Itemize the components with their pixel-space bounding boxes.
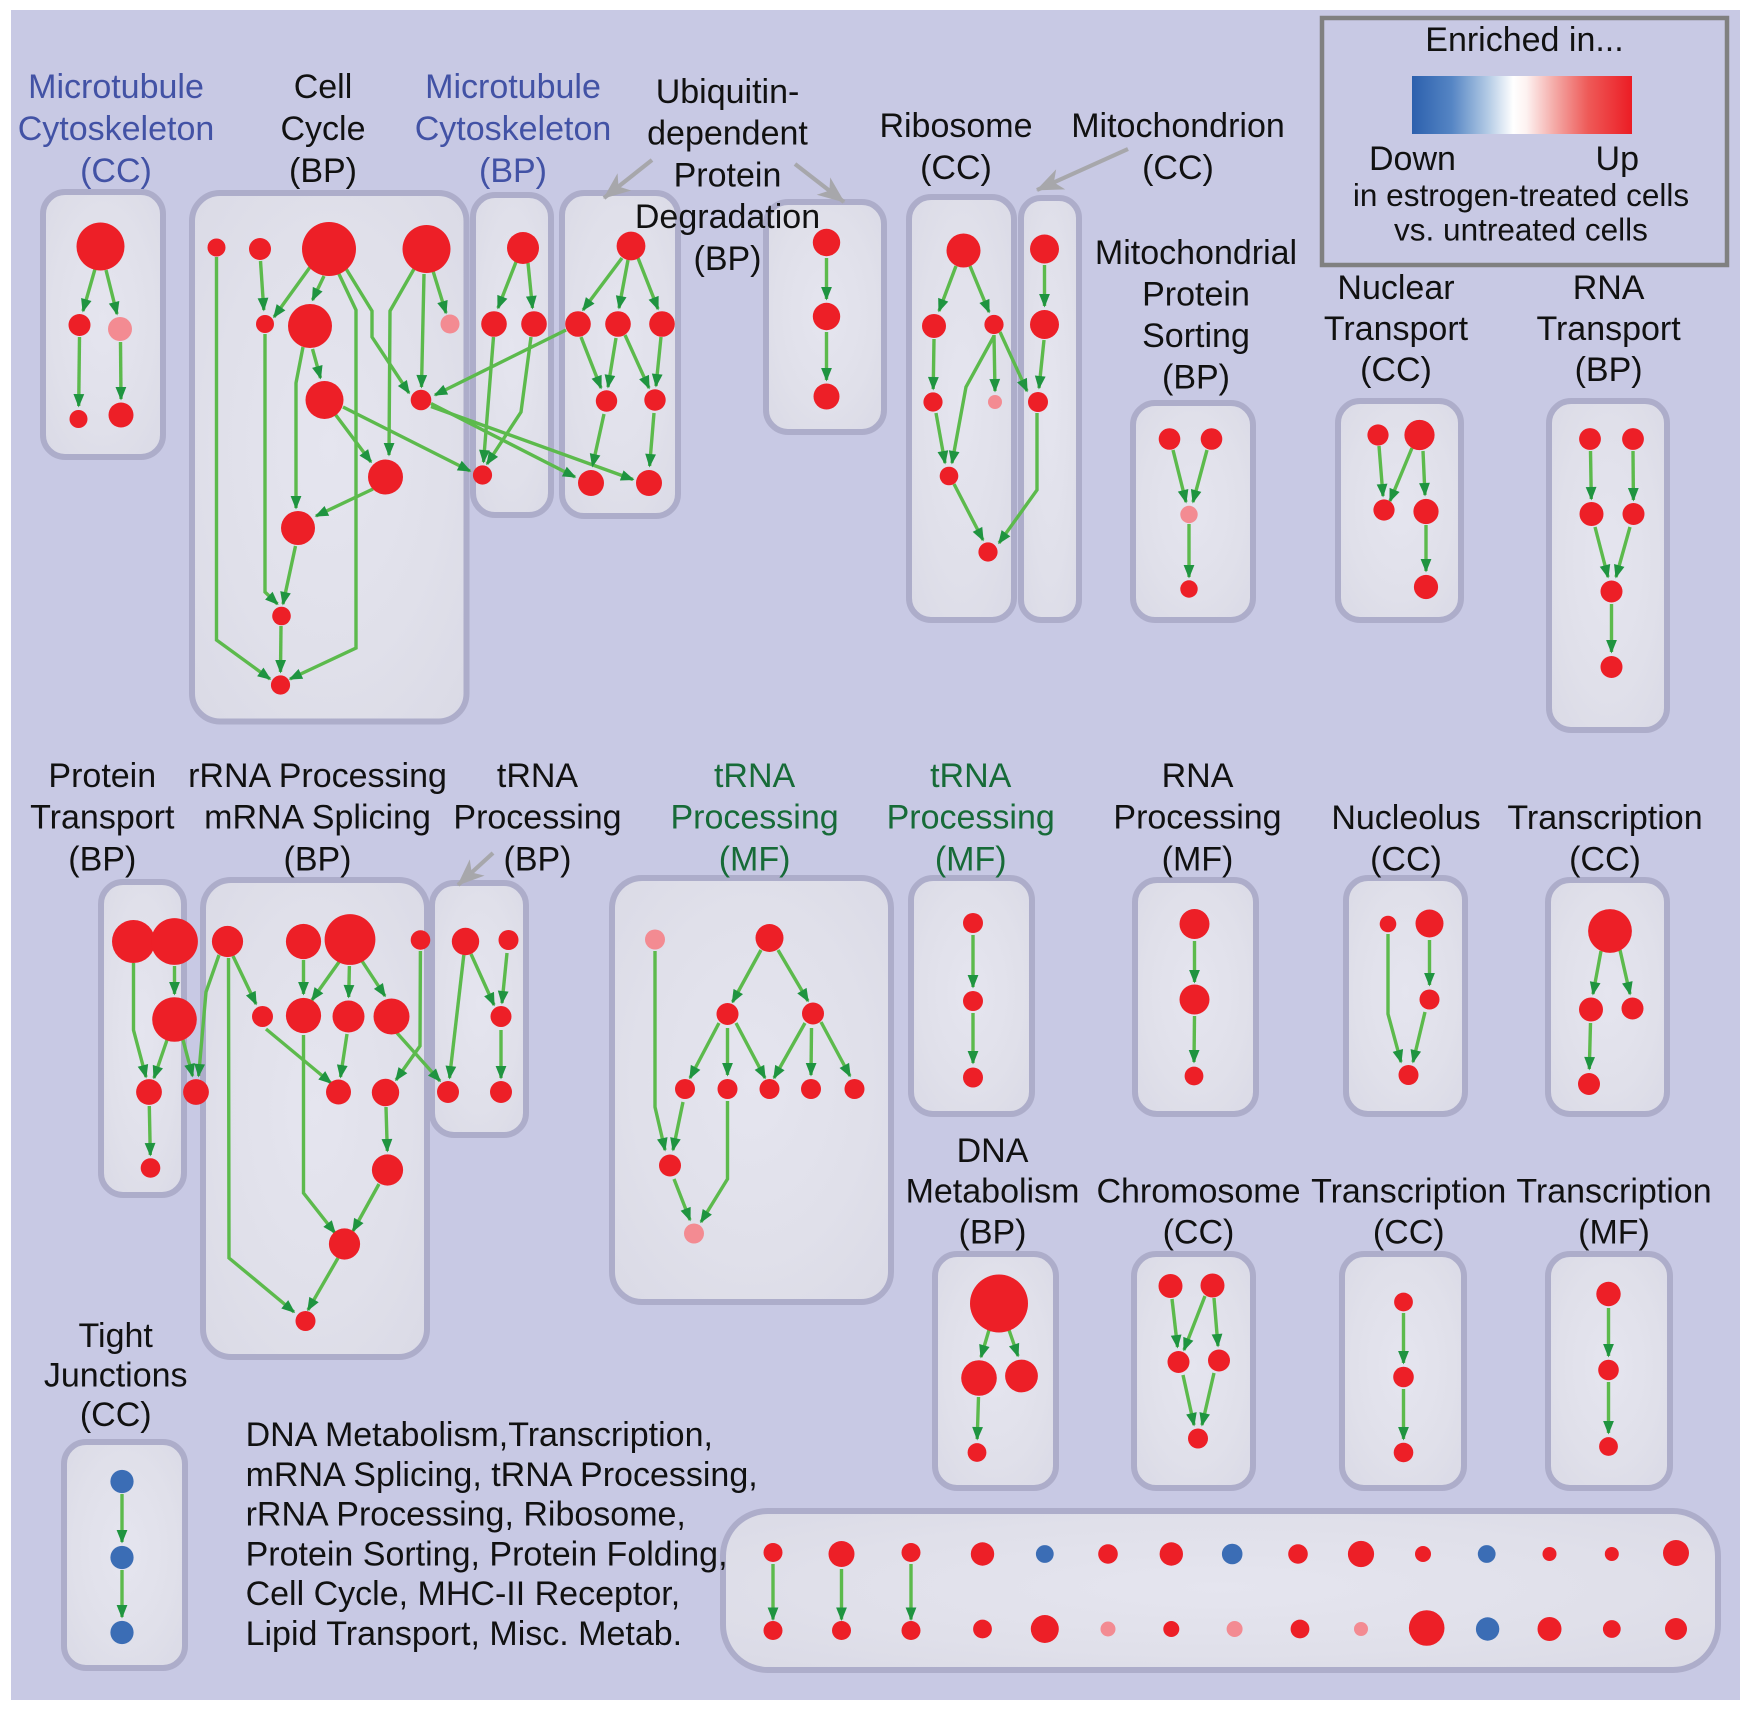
svg-text:(BP): (BP): [504, 840, 572, 878]
svg-text:mRNA Splicing: mRNA Splicing: [204, 799, 431, 837]
svg-text:RNA: RNA: [1162, 757, 1234, 795]
svg-text:(CC): (CC): [1360, 351, 1432, 389]
svg-text:Cytoskeleton: Cytoskeleton: [415, 110, 612, 148]
svg-text:Transcription: Transcription: [1311, 1173, 1506, 1211]
svg-text:Junctions: Junctions: [44, 1357, 188, 1395]
svg-text:(BP): (BP): [959, 1213, 1027, 1251]
svg-text:vs. untreated cells: vs. untreated cells: [1394, 212, 1648, 248]
svg-text:Microtubule: Microtubule: [28, 68, 204, 106]
svg-text:(BP): (BP): [284, 840, 352, 878]
svg-text:Processing: Processing: [887, 799, 1055, 837]
svg-text:(CC): (CC): [1373, 1214, 1445, 1252]
svg-text:Transport: Transport: [1536, 310, 1681, 348]
svg-text:rRNA Processing, Ribosome,: rRNA Processing, Ribosome,: [246, 1496, 686, 1534]
svg-text:Enriched in...: Enriched in...: [1425, 21, 1623, 59]
svg-text:Up: Up: [1596, 140, 1639, 178]
svg-text:Cell Cycle, MHC-II Receptor,: Cell Cycle, MHC-II Receptor,: [246, 1575, 681, 1613]
svg-text:(MF): (MF): [935, 840, 1007, 878]
svg-text:Cycle: Cycle: [280, 110, 365, 148]
svg-text:Protein: Protein: [1142, 276, 1250, 314]
svg-text:Ribosome: Ribosome: [879, 107, 1032, 145]
svg-text:Processing: Processing: [670, 799, 838, 837]
svg-text:DNA: DNA: [957, 1132, 1029, 1170]
svg-text:(MF): (MF): [719, 840, 791, 878]
svg-text:(BP): (BP): [479, 152, 547, 190]
svg-text:(BP): (BP): [1162, 359, 1230, 397]
svg-text:Mitochondrial: Mitochondrial: [1095, 234, 1297, 272]
svg-text:Down: Down: [1369, 140, 1456, 178]
svg-text:(MF): (MF): [1162, 840, 1234, 878]
svg-text:Protein Sorting, Protein Foldi: Protein Sorting, Protein Folding,: [246, 1535, 728, 1573]
svg-text:(CC): (CC): [80, 1396, 152, 1434]
svg-text:Mitochondrion: Mitochondrion: [1071, 107, 1285, 145]
svg-text:DNA Metabolism,Transcription,: DNA Metabolism,Transcription,: [246, 1416, 713, 1454]
svg-text:(CC): (CC): [920, 149, 992, 187]
svg-text:Protein: Protein: [48, 757, 156, 795]
svg-text:(CC): (CC): [1569, 841, 1641, 879]
svg-text:tRNA: tRNA: [930, 757, 1012, 795]
svg-text:Ubiquitin-: Ubiquitin-: [656, 73, 800, 111]
svg-text:(BP): (BP): [68, 840, 136, 878]
svg-text:(BP): (BP): [694, 240, 762, 278]
svg-text:tRNA: tRNA: [497, 757, 579, 795]
svg-text:(CC): (CC): [1163, 1214, 1235, 1252]
svg-text:Transcription: Transcription: [1507, 799, 1702, 837]
svg-text:RNA: RNA: [1573, 269, 1645, 307]
svg-text:(CC): (CC): [80, 152, 152, 190]
svg-text:Chromosome: Chromosome: [1096, 1173, 1300, 1211]
svg-text:Tight: Tight: [79, 1317, 154, 1355]
svg-text:Metabolism: Metabolism: [906, 1173, 1080, 1211]
svg-text:(MF): (MF): [1578, 1214, 1650, 1252]
svg-text:Lipid Transport, Misc. Metab.: Lipid Transport, Misc. Metab.: [246, 1615, 683, 1653]
svg-text:(CC): (CC): [1370, 841, 1442, 879]
svg-text:mRNA Splicing, tRNA Processing: mRNA Splicing, tRNA Processing,: [246, 1456, 758, 1494]
svg-text:Protein: Protein: [674, 156, 782, 194]
svg-text:Cell: Cell: [294, 68, 353, 106]
svg-text:in estrogen-treated cells: in estrogen-treated cells: [1353, 177, 1689, 213]
svg-text:Processing: Processing: [1113, 799, 1281, 837]
svg-text:Microtubule: Microtubule: [425, 68, 601, 106]
svg-text:Nucleolus: Nucleolus: [1331, 799, 1480, 837]
svg-text:Sorting: Sorting: [1142, 317, 1250, 355]
svg-text:(BP): (BP): [289, 152, 357, 190]
svg-text:rRNA Processing: rRNA Processing: [188, 757, 447, 795]
svg-text:dependent: dependent: [647, 115, 808, 153]
svg-text:(CC): (CC): [1142, 149, 1214, 187]
svg-text:Transport: Transport: [1324, 310, 1469, 348]
svg-text:Transport: Transport: [30, 799, 175, 837]
svg-text:tRNA: tRNA: [714, 757, 796, 795]
svg-text:Processing: Processing: [453, 799, 621, 837]
svg-text:Transcription: Transcription: [1516, 1173, 1711, 1211]
svg-text:Nuclear: Nuclear: [1337, 269, 1454, 307]
svg-text:(BP): (BP): [1575, 351, 1643, 389]
svg-text:Degradation: Degradation: [635, 198, 820, 236]
svg-text:Cytoskeleton: Cytoskeleton: [18, 110, 215, 148]
